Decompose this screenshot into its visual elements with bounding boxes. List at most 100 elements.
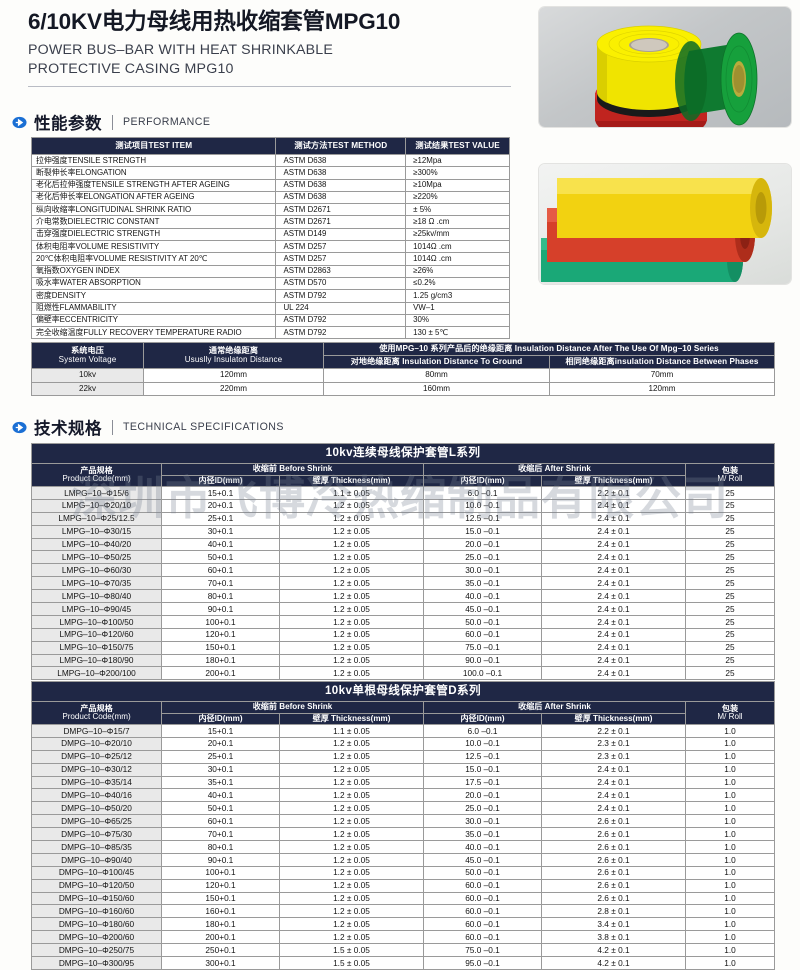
table-row: LMPG–10–Φ100/50 100+0.1 1.2 ± 0.05 50.0 –0.… [31,614,775,629]
table-row: LMPG–10–Φ70/35 70+0.1 1.2 ± 0.05 35.0 –0.1 2… [31,576,775,591]
table-row: 完全收缩温度FULLY RECOVERY TEMPERATURE RADIO AS… [30,326,510,340]
table-cell: 2.4 ± 0.1 [541,653,686,668]
table-cell: DMPG–10–Φ20/10 [31,736,162,751]
table-cell: 75.0 –0.1 [423,943,542,958]
table-cell: 60+0.1 [161,563,280,578]
table-row: DMPG–10–Φ65/25 60+0.1 1.2 ± 0.05 30.0 –0.1 2… [31,814,775,829]
table-cell: 25 [685,614,775,629]
table-cell: 12.5 –0.1 [423,749,542,764]
table-row: LMPG–10–Φ50/25 50+0.1 1.2 ± 0.05 25.0 –0.1 2… [31,550,775,565]
table-cell: 1.2 ± 0.05 [279,589,424,604]
table-cell: LMPG–10–Φ20/10 [31,498,162,513]
table-cell: 22kv [31,381,144,396]
table-cell: 1.2 ± 0.05 [279,788,424,803]
spec-d-head: 10kv单根母线保护套管D系列 产品规格 Product Code(mm) 收缩… [31,681,775,725]
performance-table-wrap: 测试项目TEST ITEM 测试方法TEST METHOD 测试结果TEST V… [30,137,510,340]
table-cell: 1.2 ± 0.05 [279,614,424,629]
spec-table-title: 10kv连续母线保护套管L系列 [31,443,775,464]
section-header-technical: 技术规格 TECHNICAL SPECIFICATIONS [12,415,284,439]
col-header-test-item: 测试项目TEST ITEM [30,137,277,155]
col-header-packing-en: M/ Roll [717,474,743,483]
table-cell: LMPG–10–Φ200/100 [31,666,162,681]
table-row: DMPG–10–Φ160/60 160+0.1 1.2 ± 0.05 60.0 –0.… [31,904,775,919]
table-cell: 1.0 [685,801,775,816]
table-cell: 15+0.1 [161,486,280,500]
table-cell: 50.0 –0.1 [423,865,542,880]
table-row: LMPG–10–Φ20/10 20+0.1 1.2 ± 0.05 10.0 –0.1 2… [31,498,775,513]
col-header-before-thickness: 壁厚 Thickness(mm) [279,712,424,725]
spec-table-title: 10kv单根母线保护套管D系列 [31,681,775,702]
table-cell: DMPG–10–Φ25/12 [31,749,162,764]
table-row: 22kv 220mm 160mm 120mm [31,381,775,396]
table-cell: 25 [685,640,775,655]
col-header-before-id: 内径ID(mm) [161,474,280,487]
table-cell: 2.4 ± 0.1 [541,775,686,790]
table-cell: ≥26% [405,264,510,278]
table-cell: ≥220% [405,190,510,205]
table-row: DMPG–10–Φ50/20 50+0.1 1.2 ± 0.05 25.0 –0.1 2… [31,801,775,816]
table-cell: 4.2 ± 0.1 [541,943,686,958]
table-cell: DMPG–10–Φ180/60 [31,917,162,932]
table-cell: 1.0 [685,852,775,867]
table-cell: 1.0 [685,840,775,854]
col-header-system-voltage-cn: 系统电压 [71,346,104,356]
table-row: 体积电阻率VOLUME RESISTIVITY ASTM D257 1014Ω .c… [30,240,510,254]
table-cell: 25 [685,602,775,616]
table-cell: 20+0.1 [161,736,280,751]
table-cell: 150+0.1 [161,640,280,655]
performance-table-body: 拉伸强度TENSILE STRENGTH ASTM D638 ≥12Mpa 断裂伸长率… [30,153,510,340]
table-row: 阻燃性FLAMMABILITY UL 224 VW–1 [30,301,510,315]
table-cell: 80+0.1 [161,589,280,604]
table-cell: ≥300% [405,166,510,180]
col-header-after-thickness: 壁厚 Thickness(mm) [541,474,686,487]
page-title-en-line2: PROTECTIVE CASING MPG10 [28,60,234,77]
col-header-usual-distance: 通常绝缘距离 Ususlly Insulaton Distance [143,342,324,369]
table-cell: 2.6 ± 0.1 [541,827,686,842]
col-header-usual-distance-cn: 通常绝缘距离 [208,346,259,356]
table-cell: UL 224 [275,301,407,315]
table-cell: 15+0.1 [161,724,280,738]
table-cell: DMPG–10–Φ50/20 [31,801,162,816]
table-cell: 60.0 –0.1 [423,878,542,893]
table-row: 击穿强度DIELECTRIC STRENGTH ASTM D149 ≥25kv/mm [30,227,510,242]
table-cell: 1.0 [685,749,775,764]
table-cell: 17.5 –0.1 [423,775,542,790]
table-cell: 1.2 ± 0.05 [279,775,424,790]
table-cell: 6.0 –0.1 [423,724,542,738]
table-cell: 30.0 –0.1 [423,814,542,829]
table-row: DMPG–10–Φ300/95 300+0.1 1.5 ± 0.05 95.0 –0.… [31,956,775,970]
table-cell: 偏壁率ECCENTRICITY [30,313,277,328]
page-title-en: POWER BUS–BAR WITH HEAT SHRINKABLE PROTE… [28,41,518,78]
table-cell: 1.0 [685,788,775,803]
table-cell: 300+0.1 [161,956,280,970]
table-row: LMPG–10–Φ25/12.5 25+0.1 1.2 ± 0.05 12.5 –0.… [31,511,775,526]
table-cell: ASTM D792 [275,326,407,340]
table-cell: 25+0.1 [161,511,280,526]
table-row: 介电常数DIELECTRIC CONSTANT ASTM D2671 ≥18 Ω .… [30,215,510,229]
table-row: DMPG–10–Φ40/16 40+0.1 1.2 ± 0.05 20.0 –0.1 2… [31,788,775,803]
table-cell: 1.2 ± 0.05 [279,602,424,616]
table-cell: 60.0 –0.1 [423,891,542,906]
table-cell: 2.4 ± 0.1 [541,666,686,681]
col-header-after-thickness: 壁厚 Thickness(mm) [541,712,686,725]
table-cell: 2.6 ± 0.1 [541,865,686,880]
col-header-packing: 包装 M/ Roll [685,701,775,725]
table-cell: 25 [685,524,775,539]
table-cell: DMPG–10–Φ35/14 [31,775,162,790]
table-cell: 220mm [143,381,324,396]
table-cell: DMPG–10–Φ120/50 [31,878,162,893]
col-header-product-code-en: Product Code(mm) [62,474,131,483]
table-cell: 1.2 ± 0.05 [279,930,424,945]
product-photo-rolls [538,6,792,128]
table-row: 拉伸强度TENSILE STRENGTH ASTM D638 ≥12Mpa [30,153,510,168]
table-row: 10kv 120mm 80mm 70mm [31,368,775,383]
table-cell: VW–1 [405,301,510,315]
table-cell: 120mm [143,368,324,383]
table-cell: 250+0.1 [161,943,280,958]
table-cell: 氧指数OXYGEN INDEX [30,264,277,278]
table-cell: 1.2 ± 0.05 [279,852,424,867]
performance-table-head: 测试项目TEST ITEM 测试方法TEST METHOD 测试结果TEST V… [30,137,510,155]
table-cell: 100+0.1 [161,614,280,629]
table-cell: 10.0 –0.1 [423,498,542,513]
table-cell: 1.2 ± 0.05 [279,537,424,552]
